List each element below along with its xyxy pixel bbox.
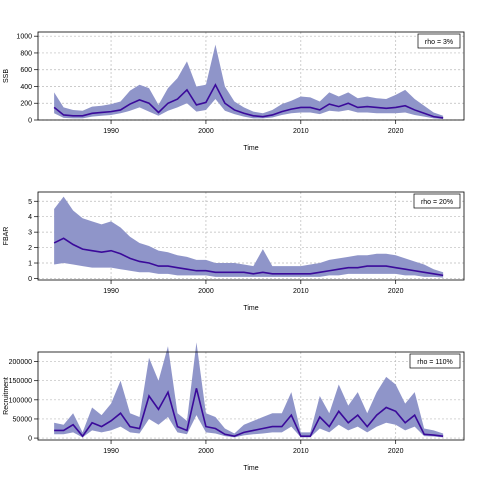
y-tick-label: 1000 <box>16 34 32 41</box>
y-axis-label: Recruitment <box>3 377 10 415</box>
y-tick-label: 0 <box>28 118 32 125</box>
y-tick-label: 0 <box>28 436 32 443</box>
x-tick-label: 2000 <box>198 448 214 455</box>
legend-label: rho = 110% <box>417 359 452 366</box>
legend-label: rho = 20% <box>421 199 453 206</box>
median-line <box>53 237 444 277</box>
y-tick-label: 5 <box>28 199 32 206</box>
plot-frame <box>37 351 465 441</box>
y-tick-label: 1 <box>28 261 32 268</box>
x-tick-label: 1990 <box>103 288 119 295</box>
x-tick-label: 1990 <box>103 128 119 135</box>
x-tick-label: 2000 <box>198 288 214 295</box>
y-axis-label: SSB <box>3 69 10 83</box>
legend-label: rho = 3% <box>425 39 453 46</box>
y-tick-label: 600 <box>20 67 32 74</box>
x-tick-label: 2020 <box>388 288 404 295</box>
y-tick-label: 200 <box>20 101 32 108</box>
median-line <box>53 83 444 119</box>
x-tick-label: 2020 <box>388 448 404 455</box>
y-tick-label: 800 <box>20 50 32 57</box>
y-tick-label: 4 <box>28 214 32 221</box>
y-tick-label: 100000 <box>9 397 32 404</box>
chart-panel-1: 1990 2000 2010 2020 0 200 400 600 800 1000 Time SSB… <box>3 31 465 152</box>
plot-frame <box>37 31 465 121</box>
legend-box <box>409 353 461 369</box>
legend-box <box>413 193 461 209</box>
x-tick-label: 2010 <box>293 128 309 135</box>
y-tick-label: 3 <box>28 230 32 237</box>
y-tick-label: 400 <box>20 84 32 91</box>
chart-panel-2: 1990 2000 2010 2020 0 1 2 3 4 5 Time FBAR rho = 20% <box>3 191 465 312</box>
y-tick-label: 50000 <box>13 416 33 423</box>
y-axis-label: FBAR <box>3 227 10 246</box>
y-tick-label: 2 <box>28 245 32 252</box>
chart-panel-3: 1990 2000 2010 2020 0 50000 100000 150000 200000… <box>3 342 465 472</box>
y-tick-label: 200000 <box>9 359 32 366</box>
y-tick-label: 150000 <box>9 378 32 385</box>
confidence-band <box>54 44 444 120</box>
x-tick-label: 2020 <box>388 128 404 135</box>
x-tick-label: 2010 <box>293 288 309 295</box>
median-line <box>54 388 444 438</box>
x-axis-label: Time <box>243 465 258 472</box>
y-tick-label: 0 <box>28 276 32 283</box>
confidence-band <box>54 196 444 278</box>
x-tick-label: 2000 <box>198 128 214 135</box>
x-axis-label: Time <box>243 305 258 312</box>
plot-frame <box>37 191 465 281</box>
x-axis-label: Time <box>243 145 258 152</box>
confidence-band <box>54 342 444 438</box>
x-tick-label: 2010 <box>293 448 309 455</box>
legend-box <box>417 33 461 49</box>
x-tick-label: 1990 <box>103 448 119 455</box>
